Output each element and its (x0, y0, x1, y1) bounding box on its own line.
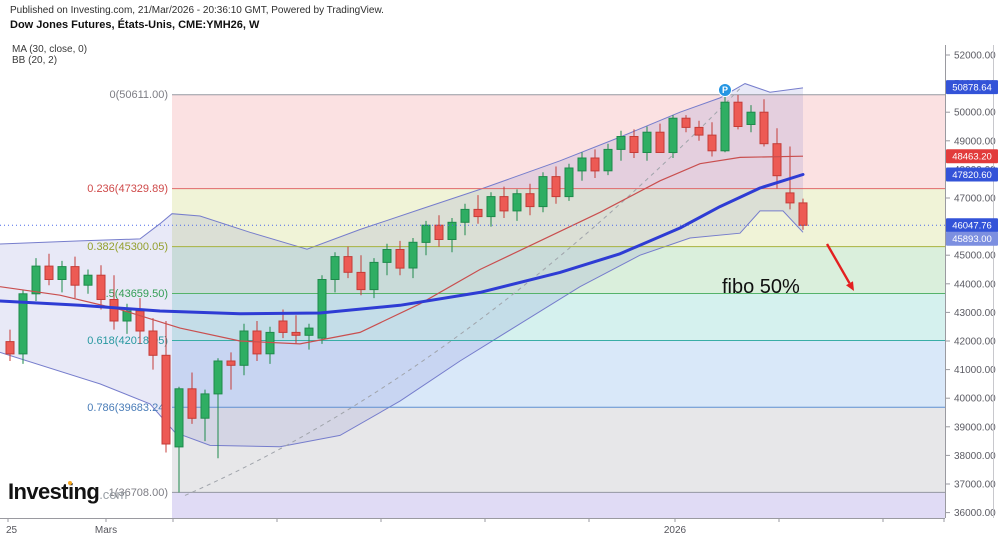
y-tick-label: 43000.00 (954, 308, 996, 319)
fib-label-0.5: 0.5(43659.50) (100, 288, 169, 300)
price-badge (946, 218, 998, 233)
y-tick-label: 52000.00 (954, 51, 996, 62)
price-badge (946, 167, 998, 182)
y-tick-label: 50000.00 (954, 108, 996, 119)
fib-label-0.786: 0.786(39683.24) (87, 402, 168, 414)
x-tick-label: Mars (95, 525, 117, 536)
price-badge (946, 80, 998, 95)
y-tick-label: 38000.00 (954, 451, 996, 462)
y-tick-label: 40000.00 (954, 394, 996, 405)
fib-label-0: 0(50611.00) (109, 89, 168, 101)
investing-logo: Investing.com (8, 479, 127, 505)
x-tick-label: 25 (6, 525, 18, 536)
fib-label-0.382: 0.382(45300.05) (87, 241, 168, 253)
logo-dot-icon (68, 481, 72, 485)
logo-suffix: .com (99, 487, 128, 502)
price-badges: 50878.64 48463.20 47820.60 46047.76 45893.00 (946, 80, 998, 246)
p-marker: P (718, 83, 732, 97)
trendline-dashed (184, 86, 743, 496)
price-badge-label: 48463.20 (952, 152, 992, 163)
y-tick-label: 37000.00 (954, 480, 996, 491)
x-axis: 25 Mars 2026 (0, 518, 945, 536)
fib-bands (172, 94, 945, 518)
y-tick-label: 45000.00 (954, 251, 996, 262)
y-tick-label: 39000.00 (954, 422, 996, 433)
indicator-label-bb: BB (20, 2) (12, 55, 58, 66)
fibo-annotation: fibo 50% (722, 276, 800, 298)
y-tick-label: 36000.00 (954, 508, 996, 519)
fib-levels: 0(50611.00) 0.236(47329.89) 0.382(45300.05… (87, 89, 945, 499)
price-badge-label: 45893.00 (952, 234, 992, 245)
annotation-arrow (825, 243, 854, 291)
fib-label-0.236: 0.236(47329.89) (87, 183, 168, 195)
price-badge-label: 50878.64 (952, 83, 992, 94)
indicator-label-ma: MA (30, close, 0) (12, 44, 88, 55)
y-tick-label: 49000.00 (954, 136, 996, 147)
published-line: Published on Investing.com, 21/Mar/2026 … (10, 5, 384, 16)
chart-title: Dow Jones Futures, États-Unis, CME:YMH26… (10, 19, 260, 31)
bb-middle-line (0, 155, 804, 345)
fib-label-0.618: 0.618(42018.95) (87, 335, 168, 347)
price-badge (946, 231, 998, 246)
y-tick-label: 42000.00 (954, 337, 996, 348)
logo-text: Investing (8, 479, 100, 504)
y-tick-label: 44000.00 (954, 279, 996, 290)
ma30-line (0, 173, 805, 316)
fib-label-1: 1(36708.00) (109, 487, 168, 499)
candles (5, 87, 808, 493)
p-marker-label: P (722, 85, 728, 95)
x-tick-label: 2026 (664, 525, 687, 536)
y-tick-label: 47000.00 (954, 194, 996, 205)
y-tick-label: 41000.00 (954, 365, 996, 376)
price-badge (946, 149, 998, 164)
price-badge-label: 47820.60 (952, 170, 992, 181)
price-badge-label: 46047.76 (952, 221, 992, 232)
